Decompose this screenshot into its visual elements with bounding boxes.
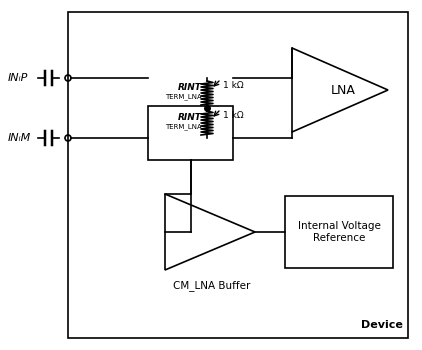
Bar: [285, 196, 393, 268]
Bar: [68, 12, 408, 338]
Text: INᵢP: INᵢP: [8, 73, 28, 83]
Text: RINT: RINT: [178, 113, 202, 122]
Bar: [148, 106, 233, 160]
Text: TERM_LNA: TERM_LNA: [165, 124, 202, 131]
Text: 1 kΩ: 1 kΩ: [223, 80, 243, 90]
Text: CM_LNA Buffer: CM_LNA Buffer: [173, 280, 251, 291]
Text: INᵢM: INᵢM: [8, 133, 31, 143]
Text: 1 kΩ: 1 kΩ: [223, 111, 243, 119]
Text: Internal Voltage
Reference: Internal Voltage Reference: [298, 221, 381, 243]
Text: TERM_LNA: TERM_LNA: [165, 93, 202, 100]
Text: RINT: RINT: [178, 84, 202, 92]
Text: LNA: LNA: [330, 84, 355, 97]
Text: Device: Device: [361, 320, 403, 330]
